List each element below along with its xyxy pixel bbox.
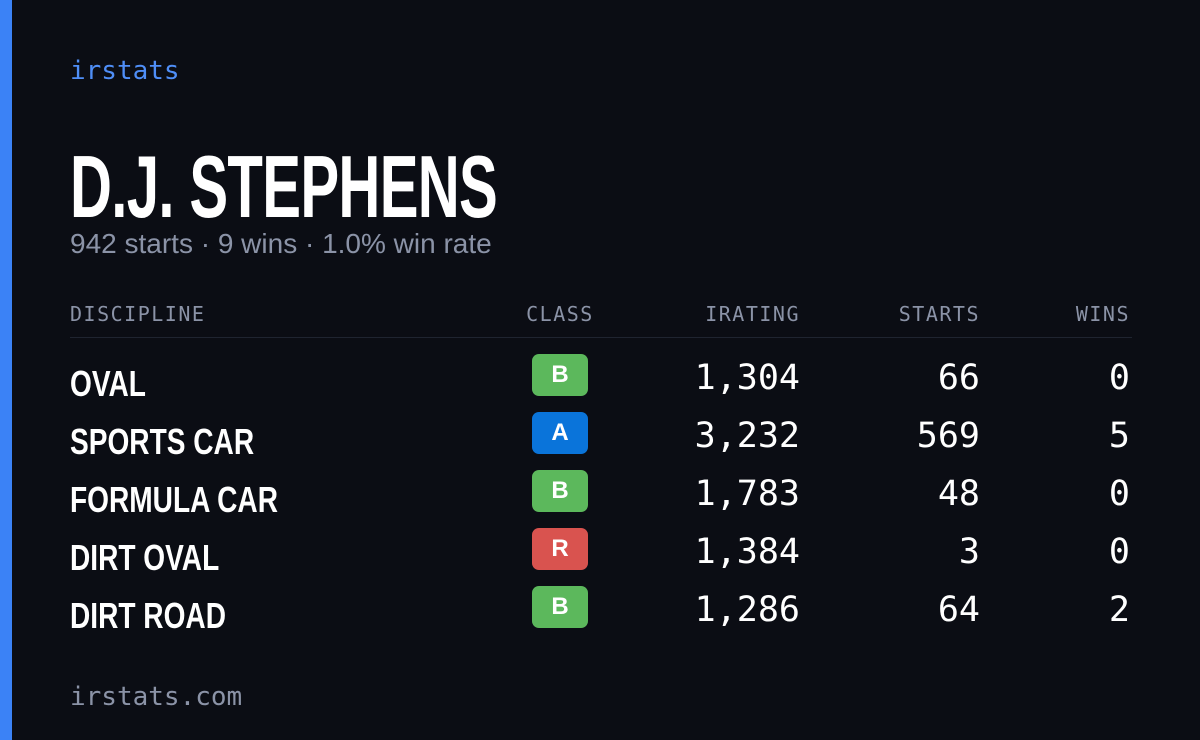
starts: 66 [937, 358, 980, 398]
discipline: FORMULA CAR [70, 479, 278, 520]
class-badge: B [532, 586, 588, 628]
irating: 1,286 [694, 590, 800, 630]
column-header: STARTS [898, 302, 980, 326]
column-header: DISCIPLINE [70, 302, 206, 326]
driver-summary: 942 starts · 9 wins · 1.0% win rate [70, 228, 492, 259]
irating: 1,783 [694, 474, 800, 514]
discipline: DIRT OVAL [70, 537, 220, 578]
accent-bar [0, 0, 12, 740]
irating: 3,232 [694, 416, 800, 456]
irating: 1,384 [694, 532, 800, 572]
header-rule [70, 337, 1132, 338]
column-header: WINS [1075, 302, 1130, 326]
wins: 2 [1108, 590, 1130, 630]
discipline: DIRT ROAD [70, 595, 226, 636]
discipline: OVAL [70, 363, 146, 404]
class-badge: A [532, 412, 588, 454]
wins: 0 [1108, 358, 1130, 398]
driver-name: D.J. STEPHENS [70, 137, 498, 236]
class-badge: B [532, 354, 588, 396]
starts: 569 [916, 416, 980, 456]
irating: 1,304 [694, 358, 800, 398]
starts: 48 [937, 474, 980, 514]
class-badge: B [532, 470, 588, 512]
class-badge: R [532, 528, 588, 570]
starts: 64 [937, 590, 980, 630]
column-header: IRATING [705, 302, 800, 326]
column-header: CLASS [526, 302, 594, 326]
footer: irstats.com [70, 682, 243, 712]
wins: 0 [1108, 532, 1130, 572]
brand: irstats [70, 56, 180, 86]
starts: 3 [958, 532, 980, 572]
wins: 5 [1108, 416, 1130, 456]
wins: 0 [1108, 474, 1130, 514]
discipline: SPORTS CAR [70, 421, 255, 462]
